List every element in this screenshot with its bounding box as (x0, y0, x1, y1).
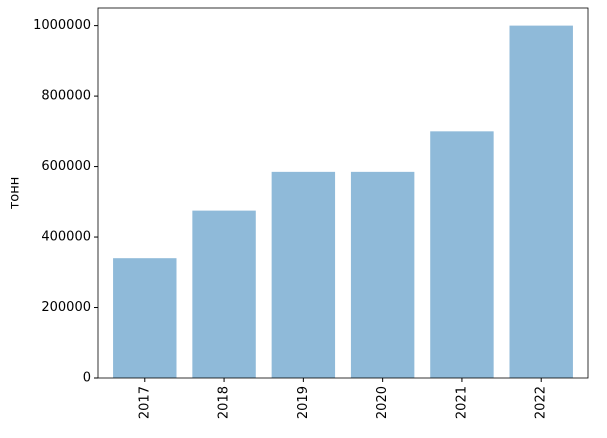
x-tick-label: 2017 (137, 386, 152, 419)
x-tick-label: 2018 (217, 386, 232, 419)
y-tick-label: 0 (83, 371, 91, 386)
x-tick-label: 2020 (375, 386, 390, 419)
bar (350, 171, 415, 378)
x-tick-label: 2022 (534, 386, 549, 419)
bar (113, 258, 177, 378)
y-tick-label: 600000 (41, 159, 91, 174)
bar (192, 210, 256, 378)
y-tick-label: 1000000 (33, 18, 91, 33)
bar (430, 131, 494, 378)
bar (271, 171, 336, 378)
bar (509, 25, 573, 378)
y-tick-label: 800000 (41, 89, 91, 104)
x-tick-label: 2019 (296, 386, 311, 419)
plot-frame (97, 7, 589, 379)
y-tick-label: 400000 (41, 230, 91, 245)
x-tick-label: 2021 (454, 386, 469, 419)
y-axis-label: тонн (8, 177, 23, 210)
y-tick-label: 200000 (41, 300, 91, 315)
